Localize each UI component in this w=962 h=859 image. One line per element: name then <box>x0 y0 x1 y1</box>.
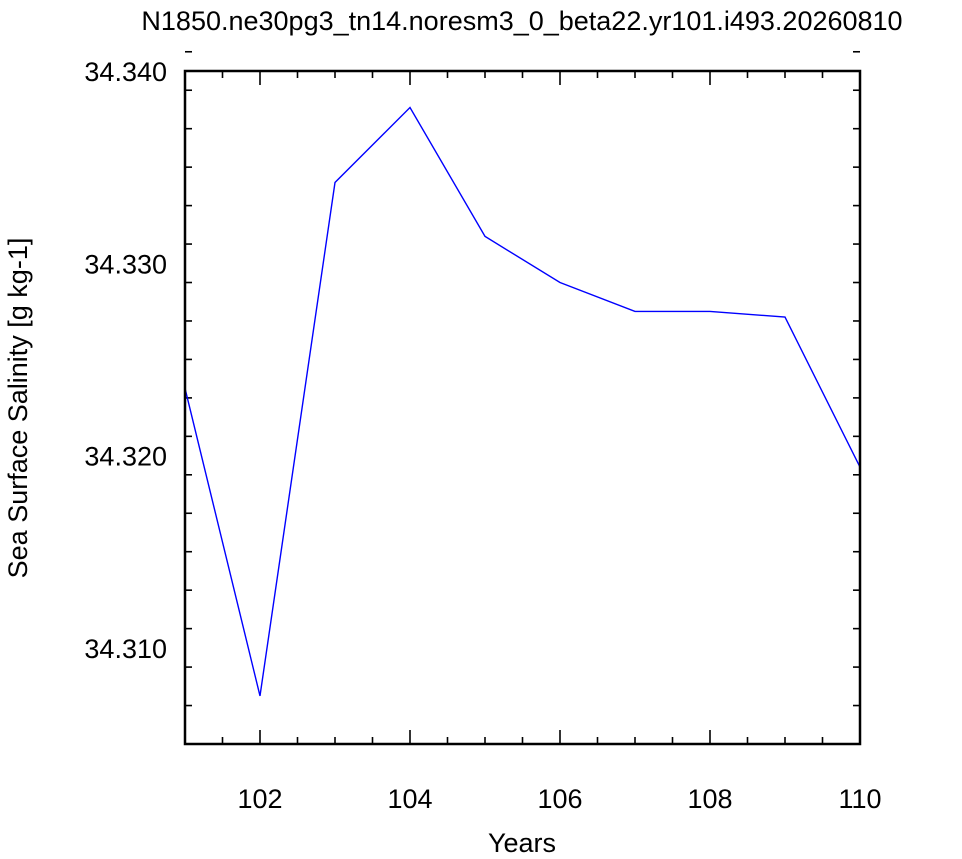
axis-ticks <box>184 50 861 745</box>
x-tick-label: 106 <box>537 784 582 814</box>
series-line <box>184 106 861 697</box>
x-tick-label: 110 <box>838 784 881 814</box>
y-tick-label: 34.330 <box>84 249 167 279</box>
x-tick-label: 102 <box>237 784 282 814</box>
tick-labels: 102 104 106 108 110 34.310 34.320 34.330 34.340 <box>84 57 881 814</box>
x-tick-label: 108 <box>687 784 732 814</box>
y-tick-label: 34.310 <box>84 634 167 664</box>
plot-frame <box>183 69 862 746</box>
y-tick-label: 34.320 <box>84 442 167 472</box>
y-tick-label: 34.340 <box>84 57 167 87</box>
chart-title: N1850.ne30pg3_tn14.noresm3_0_beta22.yr10… <box>141 6 902 36</box>
x-tick-label: 104 <box>387 784 432 814</box>
x-axis-label: Years <box>488 828 556 858</box>
y-axis-label: Sea Surface Salinity [g kg-1] <box>3 238 33 579</box>
